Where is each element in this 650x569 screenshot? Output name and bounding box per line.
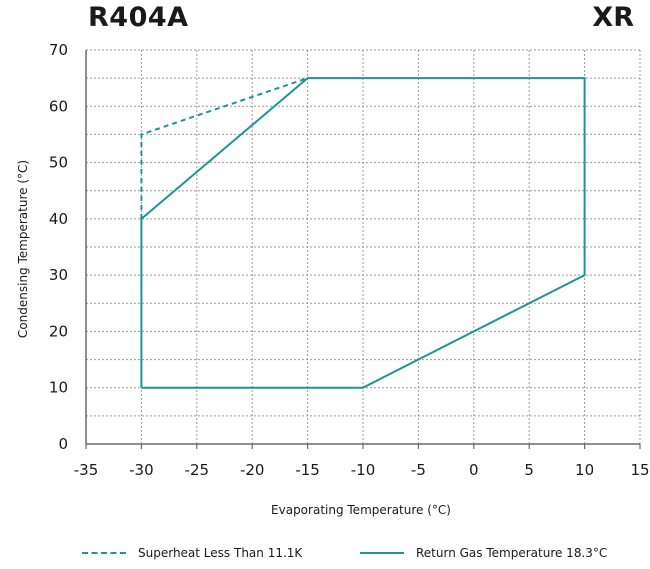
x-axis-label: Evaporating Temperature (°C) — [271, 503, 451, 517]
x-tick-label: 10 — [575, 461, 594, 479]
x-tick-label: 5 — [524, 461, 534, 479]
y-tick-label: 70 — [49, 41, 68, 59]
legend-item-superheat: Superheat Less Than 11.1K — [82, 546, 302, 560]
legend-swatch-solid — [360, 552, 404, 554]
x-tick-label: -30 — [129, 461, 154, 479]
legend-label-return-gas: Return Gas Temperature 18.3°C — [416, 546, 608, 560]
y-tick-label: 50 — [49, 154, 68, 172]
legend-label-superheat: Superheat Less Than 11.1K — [138, 546, 303, 560]
y-axis-label: Condensing Temperature (°C) — [16, 160, 30, 338]
legend: Superheat Less Than 11.1K Return Gas Tem… — [0, 546, 650, 566]
x-tick-label: 0 — [469, 461, 479, 479]
x-tick-label: -35 — [74, 461, 99, 479]
series-superheat-line — [140, 77, 308, 219]
y-tick-label: 40 — [49, 210, 68, 228]
tick-labels: -35 -30 -25 -20 -15 -10 -5 0 5 10 15 0 10 20 30 40 50 60 7… — [49, 41, 650, 479]
x-tick-label: -15 — [295, 461, 320, 479]
y-tick-label: 10 — [49, 379, 68, 397]
x-tick-label: -25 — [185, 461, 210, 479]
x-tick-label: -20 — [240, 461, 265, 479]
series-lines — [140, 77, 586, 389]
chart-title: R404A — [88, 2, 189, 33]
y-tick-label: 0 — [58, 435, 68, 453]
y-tick-label: 30 — [49, 266, 68, 284]
compressor-model-label: XR — [592, 2, 634, 33]
y-tick-label: 60 — [49, 97, 68, 115]
grid-lines — [86, 49, 641, 444]
y-tick-label: 20 — [49, 322, 68, 340]
x-tick-label: -10 — [351, 461, 376, 479]
legend-item-return-gas: Return Gas Temperature 18.3°C — [360, 546, 607, 560]
legend-swatch-dashed — [82, 552, 126, 554]
x-tick-label: -5 — [411, 461, 426, 479]
series-return-gas-line — [140, 77, 586, 389]
x-tick-label: 15 — [630, 461, 649, 479]
axes — [85, 50, 641, 449]
